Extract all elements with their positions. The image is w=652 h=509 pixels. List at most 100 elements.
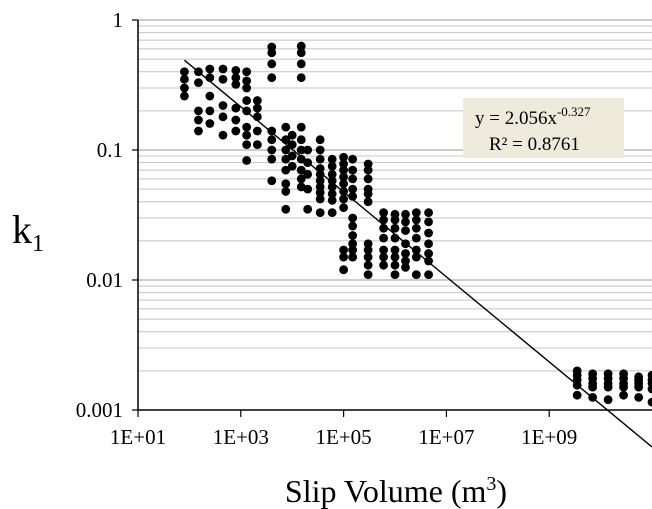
data-point [390, 245, 400, 255]
data-point [281, 122, 291, 132]
data-point [180, 74, 189, 84]
data-point [327, 176, 337, 186]
data-point [242, 67, 252, 77]
data-point [327, 195, 337, 205]
data-point [267, 154, 277, 164]
data-point [205, 73, 215, 83]
data-point [205, 106, 215, 116]
data-point [296, 59, 306, 69]
data-point [315, 135, 325, 145]
x-tick-label: 1E+07 [418, 425, 474, 449]
data-point [242, 122, 252, 132]
data-point [339, 203, 348, 213]
data-point [411, 245, 421, 255]
data-point [287, 130, 297, 140]
data-point [390, 223, 400, 233]
data-point [287, 161, 297, 171]
data-point [315, 188, 325, 198]
data-point [287, 151, 297, 161]
data-point [315, 169, 325, 179]
data-point [327, 189, 337, 199]
data-point [339, 165, 348, 175]
data-point [339, 265, 348, 275]
data-point [363, 174, 373, 184]
data-point [424, 217, 433, 227]
data-point [180, 67, 189, 77]
data-point [339, 152, 348, 162]
data-point [379, 233, 388, 243]
data-point [348, 252, 358, 262]
data-point [634, 382, 644, 392]
data-point [267, 48, 277, 58]
data-point [401, 209, 410, 219]
data-point [287, 140, 297, 150]
data-point [194, 115, 203, 125]
data-point [348, 231, 358, 240]
data-point [634, 393, 644, 402]
data-point [348, 184, 358, 194]
data-point [242, 156, 252, 165]
data-point [424, 249, 433, 258]
data-point [588, 393, 598, 402]
data-point [379, 208, 388, 217]
trendline-equation-box: y = 2.056x-0.327 R² = 0.8761 [463, 98, 624, 158]
data-point [315, 208, 325, 217]
data-point [390, 260, 400, 270]
data-point [231, 65, 241, 75]
data-point [390, 270, 400, 280]
data-point [296, 174, 306, 184]
data-point [303, 184, 313, 194]
data-point [363, 252, 373, 262]
data-point [242, 83, 252, 93]
data-point [315, 145, 325, 155]
data-point [267, 59, 277, 69]
data-point [252, 140, 262, 150]
data-point [267, 73, 277, 83]
data-point [296, 122, 306, 132]
data-point [252, 103, 262, 113]
data-point [303, 204, 313, 214]
data-point [619, 390, 628, 400]
x-tick-label: 1E+01 [110, 425, 166, 449]
data-point [401, 217, 410, 227]
data-point [647, 397, 652, 407]
y-axis-title: k1 [12, 207, 44, 257]
data-point [603, 382, 613, 392]
data-point [242, 106, 252, 116]
data-point [379, 223, 388, 233]
data-point [303, 158, 313, 167]
y-tick-label: 0.1 [97, 138, 123, 162]
data-point [296, 41, 306, 51]
data-point [296, 135, 306, 145]
data-point [411, 208, 421, 217]
data-point [603, 395, 613, 405]
data-point [296, 145, 306, 155]
data-point [231, 73, 241, 83]
data-point [252, 126, 262, 136]
x-tick-label: 1E+03 [213, 425, 269, 449]
data-point [401, 226, 410, 235]
data-point [339, 187, 348, 196]
data-point [218, 74, 228, 84]
data-point [348, 221, 358, 231]
equation-box-background [463, 98, 624, 158]
data-point [424, 208, 433, 217]
data-point [339, 245, 348, 255]
data-point [296, 73, 306, 83]
data-point [231, 126, 241, 136]
data-point [267, 135, 277, 145]
data-point [194, 106, 203, 116]
data-point [363, 165, 373, 175]
data-point [619, 382, 628, 392]
data-point [303, 145, 313, 155]
data-point [363, 197, 373, 207]
data-point [231, 79, 241, 89]
data-point [348, 191, 358, 201]
data-point [379, 245, 388, 255]
y-tick-labels: 0.001 0.01 0.1 1 [76, 8, 123, 422]
data-point [327, 182, 337, 192]
data-point [363, 270, 373, 280]
equation-text: y = 2.056x-0.327 [475, 104, 591, 129]
data-point [194, 78, 203, 87]
